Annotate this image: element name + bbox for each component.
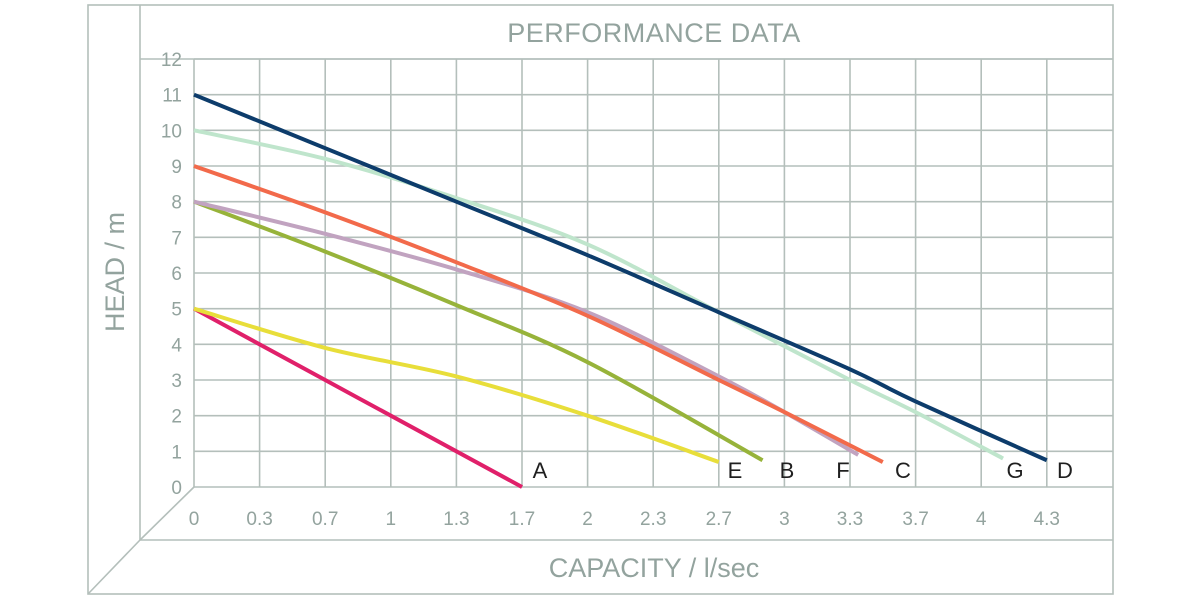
y-tick-label: 1: [171, 442, 182, 463]
curve-c: [193, 164, 884, 464]
x-tick-label: 1.3: [443, 509, 469, 530]
x-tick-label: 4: [976, 509, 987, 530]
curve-label-a: A: [533, 458, 548, 483]
x-tick-label: 2: [582, 509, 593, 530]
y-tick-label: 2: [171, 407, 182, 428]
curve-label-g: G: [1006, 458, 1023, 483]
x-tick-label: 0: [189, 509, 200, 530]
x-tick-label: 0.3: [246, 509, 272, 530]
y-tick-label: 6: [171, 264, 182, 285]
x-tick-label: 2.7: [706, 509, 732, 530]
y-axis-label: HEAD / m: [100, 212, 130, 332]
curve-label-c: C: [895, 458, 911, 483]
x-tick-label: 2.3: [640, 509, 666, 530]
curve-label-b: B: [780, 458, 795, 483]
curve-g: [193, 128, 1005, 461]
x-tick-label: 1: [386, 509, 397, 530]
y-tick-label: 12: [161, 50, 182, 71]
curve-b: [193, 199, 764, 462]
curve-label-f: F: [836, 458, 849, 483]
y-tick-label: 7: [171, 228, 182, 249]
y-tick-label: 10: [161, 121, 182, 142]
curve-label-e: E: [728, 458, 743, 483]
y-tick-label: 5: [171, 300, 182, 321]
y-tick-label: 9: [171, 157, 182, 178]
x-tick-label: 0.7: [312, 509, 338, 530]
curve-e: [193, 306, 720, 464]
x-tick-label: 3.3: [837, 509, 863, 530]
y-tick-label: 3: [171, 371, 182, 392]
pump-curves: [193, 92, 1048, 489]
x-tick-label: 4.3: [1034, 509, 1060, 530]
x-axis-ticks: 0 0.3 0.7 1 1.3 1.7 2 2.3 2.7 3 3.3 3.7 4 4.3: [189, 509, 1060, 530]
y-tick-label: 4: [171, 335, 182, 356]
y-tick-label: 8: [171, 193, 182, 214]
curve-label-d: D: [1057, 458, 1073, 483]
x-tick-label: 1.7: [509, 509, 535, 530]
x-tick-label: 3.7: [902, 509, 928, 530]
y-tick-label: 0: [171, 478, 182, 499]
x-tick-label: 3: [779, 509, 790, 530]
chart-title: PERFORMANCE DATA: [507, 18, 801, 48]
curve-a: [193, 306, 523, 489]
chart-frame: [87, 4, 1114, 595]
y-tick-label: 11: [162, 86, 182, 107]
x-axis-label: CAPACITY / l/sec: [549, 553, 760, 583]
curve-d: [193, 92, 1048, 463]
